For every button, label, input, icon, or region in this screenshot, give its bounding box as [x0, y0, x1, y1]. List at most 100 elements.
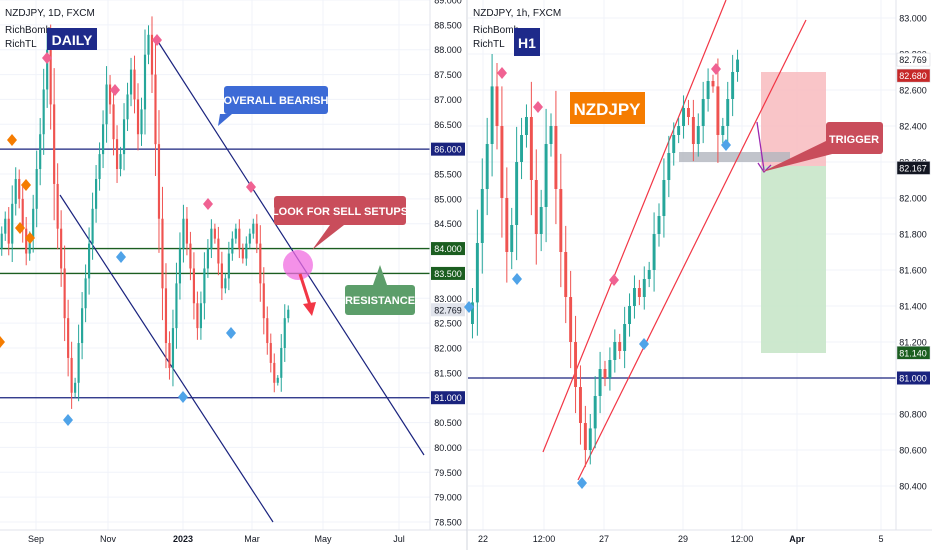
daily-candle-body: [28, 238, 31, 254]
daily-x-tick-label: Sep: [28, 534, 44, 544]
h1-y-tick-label: 83.000: [899, 14, 927, 24]
daily-x-tick-label: Jul: [393, 534, 405, 544]
daily-candle-body: [206, 248, 209, 269]
h1-candle-body: [623, 324, 627, 351]
daily-candle-body: [101, 124, 105, 155]
h1-price-tag: [896, 52, 931, 67]
pair-badge: [570, 92, 645, 124]
h1-badge-label: H1: [518, 35, 536, 51]
daily-level-tag: [431, 391, 465, 405]
h1-candle-body: [520, 135, 524, 162]
h1-candle-body: [652, 234, 656, 270]
daily-candle-body: [150, 34, 154, 75]
h1-candle-body: [647, 270, 651, 279]
daily-y-tick-label: 87.000: [434, 95, 462, 105]
daily-candle-body: [4, 218, 7, 234]
h1-x-tick-label: 12:00: [533, 534, 556, 544]
daily-candle-body: [11, 203, 14, 244]
daily-y-tick-label: 79.500: [434, 468, 462, 478]
h1-price-tag: [896, 346, 931, 360]
daily-signal-markers: [0, 34, 256, 426]
h1-y-tick-label: 81.400: [899, 302, 927, 312]
daily-x-ticks: Sep Nov 2023 Mar May Jul: [28, 534, 405, 544]
h1-x-tick-label: 27: [599, 534, 609, 544]
daily-candle-body: [248, 233, 251, 244]
daily-buy-marker: [63, 414, 73, 426]
daily-candle-body: [259, 243, 262, 284]
daily-candle-body: [67, 318, 70, 358]
daily-indicator-1: RichBomb: [5, 25, 52, 36]
h1-candle-body: [529, 117, 533, 180]
daily-level-tag-label: 81.000: [434, 393, 462, 403]
h1-candle-body: [726, 99, 730, 126]
h1-y-tick-label: 80.400: [899, 482, 927, 492]
daily-candle-body: [74, 382, 77, 393]
daily-candle-body: [287, 309, 290, 319]
h1-price-tag-label: 82.769: [899, 55, 927, 65]
h1-x-tick-label: 29: [678, 534, 688, 544]
daily-candle-body: [18, 178, 21, 199]
daily-candle-body: [81, 308, 84, 344]
h1-candle-body: [662, 180, 666, 216]
h1-y-tick-label: 82.400: [899, 122, 927, 132]
daily-candle-body: [161, 218, 164, 289]
daily-level-tag-label: 86.000: [434, 145, 462, 155]
h1-price-tag-label: 81.140: [899, 348, 927, 358]
daily-chart-panel: OVERALL BEARISH LOOK FOR SELL SETUPS RES…: [0, 0, 467, 550]
daily-y-tick-label: 82.000: [434, 344, 462, 354]
daily-candle-body: [140, 109, 143, 135]
pair-badge-label: NZDJPY: [573, 100, 641, 119]
daily-candle-body: [70, 357, 73, 393]
daily-candle-body: [168, 343, 171, 368]
sell-arrow-shaft: [298, 273, 312, 306]
h1-candle-body: [682, 108, 686, 126]
daily-last-price-label: 82.769: [434, 305, 462, 315]
daily-y-tick-label: 79.000: [434, 493, 462, 503]
daily-level-tag: [431, 242, 465, 256]
h1-axis-labels: 81.000 82.769 82.680 82.167 81.140: [896, 52, 931, 385]
daily-y-tick-label: 88.000: [434, 45, 462, 55]
h1-candle-body: [618, 342, 622, 351]
h1-candle-body: [672, 135, 676, 153]
daily-candle-body: [133, 69, 136, 100]
h1-candle-body: [677, 126, 681, 135]
daily-candle-body: [210, 228, 213, 249]
daily-orange-marker: [21, 179, 31, 191]
h1-x-ticks: 22 12:00 27 29 12:00 Apr 5: [478, 534, 884, 544]
daily-candle-body: [157, 144, 161, 219]
h1-candle-body: [515, 162, 519, 225]
daily-candle-body: [35, 169, 38, 209]
daily-candle-body: [196, 303, 199, 329]
daily-y-tick-label: 86.500: [434, 120, 462, 130]
daily-candle-body: [171, 328, 175, 368]
daily-candle-body: [143, 54, 147, 110]
daily-candle-body: [283, 318, 286, 348]
daily-indicator-2: RichTL: [5, 39, 37, 50]
h1-level-tag: [897, 371, 930, 385]
h1-candle-body: [495, 86, 499, 126]
h1-candle-body: [588, 428, 592, 450]
h1-x-tick-label: 12:00: [731, 534, 754, 544]
daily-candle-body: [175, 283, 178, 329]
daily-candle-body: [154, 74, 157, 145]
daily-candle-body: [7, 218, 10, 244]
daily-axis-labels: 86.000 84.000 83.500 81.000 82.769: [431, 142, 465, 405]
daily-y-tick-label: 89.000: [434, 0, 462, 6]
h1-price-tag-label: 82.680: [899, 71, 927, 81]
h1-candle-body: [475, 243, 479, 303]
daily-candle-body: [276, 377, 279, 383]
h1-y-tick-label: 81.200: [899, 338, 927, 348]
h1-candle-body: [706, 81, 710, 99]
daily-symbol-line: NZDJPY, 1D, FXCM: [5, 8, 95, 19]
h1-x-tick-label: 22: [478, 534, 488, 544]
overall-bearish-label: OVERALL BEARISH: [224, 95, 329, 107]
daily-candle-body: [49, 49, 52, 105]
daily-candle-body: [60, 228, 63, 269]
h1-candle-body: [686, 108, 690, 117]
h1-candle-body: [598, 369, 602, 396]
daily-candle-body: [189, 243, 192, 269]
h1-sell-marker: [711, 63, 721, 75]
h1-candle-body: [736, 59, 740, 72]
daily-candle-body: [136, 99, 140, 135]
